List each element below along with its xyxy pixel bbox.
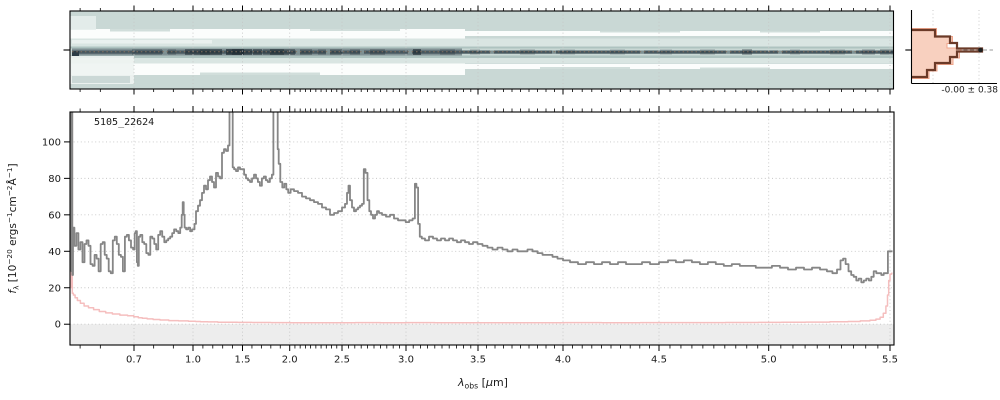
2d-trace-blob xyxy=(470,49,480,55)
2d-trace-gap xyxy=(490,50,494,54)
x-tick-label: 2.5 xyxy=(334,355,350,366)
2d-trace-blob xyxy=(330,49,342,55)
x-tick-label: 5.0 xyxy=(761,355,777,366)
2d-trace-blob xyxy=(200,49,210,55)
y-axis-label: fλ [10−20 ergs−1cm−2Å−1] xyxy=(5,163,20,293)
x-tick-label: 5.5 xyxy=(882,355,898,366)
2d-trace-gap xyxy=(640,50,644,54)
main-frame xyxy=(69,111,895,346)
x-tick-label: 0.7 xyxy=(126,355,142,366)
2d-trace-blob xyxy=(270,49,284,55)
spectrum-2d-image xyxy=(70,11,894,89)
2d-trace-blob xyxy=(880,49,893,55)
2d-trace-gap xyxy=(360,50,364,54)
2d-trace-gap xyxy=(852,50,856,54)
x-axis-label: λobs [μm] xyxy=(457,376,508,390)
2d-trace-blob xyxy=(284,49,295,55)
2d-trace-blob xyxy=(742,49,752,55)
2d-trace-gap xyxy=(408,50,412,54)
x-tick-label: 3.5 xyxy=(470,355,486,366)
2d-trace-gap xyxy=(726,50,730,54)
2d-trace-blob xyxy=(610,49,625,55)
profile-step-histogram xyxy=(911,28,984,79)
profile-stat-label: -0.00 ± 0.38 xyxy=(941,86,998,96)
profile-peak-dot xyxy=(978,47,983,53)
2d-artifact xyxy=(70,16,96,30)
2d-trace-blob xyxy=(700,49,715,55)
y-tick-label: 20 xyxy=(48,283,61,294)
2d-artifact xyxy=(72,51,79,56)
spectrum-2d-panel xyxy=(63,5,895,95)
error-curve xyxy=(70,112,893,324)
y-tick-label: 80 xyxy=(48,174,61,185)
2d-trace-blob xyxy=(226,49,232,55)
2d-artifact xyxy=(72,76,130,83)
2d-trace-gap xyxy=(326,50,330,54)
x-tick-label: 1.0 xyxy=(185,355,201,366)
x-tick-label: 4.5 xyxy=(651,355,667,366)
x-tick-label: 4.0 xyxy=(555,355,571,366)
spectrum-1d-panel: 0.7 1.0 1.5 2.0 2.5 3.0 3.5 4.0 4.5 5.0 5.5 0 20 40 60… xyxy=(42,106,898,366)
x-tick-label: 3.0 xyxy=(398,355,414,366)
2d-trace-blob xyxy=(350,49,360,55)
2d-trace-blob xyxy=(520,49,535,55)
2d-white-band-bottom xyxy=(70,63,465,75)
flux-curve xyxy=(70,112,893,284)
2d-trace-blob xyxy=(132,49,162,55)
spatial-profile-panel xyxy=(905,10,997,85)
2d-trace xyxy=(72,50,894,54)
x-tick-label: 2.0 xyxy=(282,355,298,366)
2d-white-band-top xyxy=(70,29,465,39)
2d-artifact xyxy=(72,40,212,44)
y-tick-label: 0 xyxy=(55,320,61,331)
y-tick-label: 60 xyxy=(48,210,61,221)
2d-trace-blob xyxy=(300,49,312,55)
curves xyxy=(70,112,893,324)
2d-trace-blob xyxy=(210,49,222,55)
2d-trace-blob xyxy=(244,49,252,55)
2d-trace-blob xyxy=(232,49,244,55)
2d-white-band-bottom xyxy=(460,64,894,69)
2d-trace-gap xyxy=(163,50,167,54)
object-id-label: 5105_22624 xyxy=(94,117,154,128)
y-tick-label: 40 xyxy=(48,247,61,258)
2d-trace-gap xyxy=(296,50,300,54)
x-tick-label: 1.5 xyxy=(235,355,251,366)
below-zero-band xyxy=(70,324,894,345)
y-tick-label: 100 xyxy=(42,137,61,148)
2d-trace-gap xyxy=(778,50,782,54)
2d-white-band-top xyxy=(460,31,894,36)
